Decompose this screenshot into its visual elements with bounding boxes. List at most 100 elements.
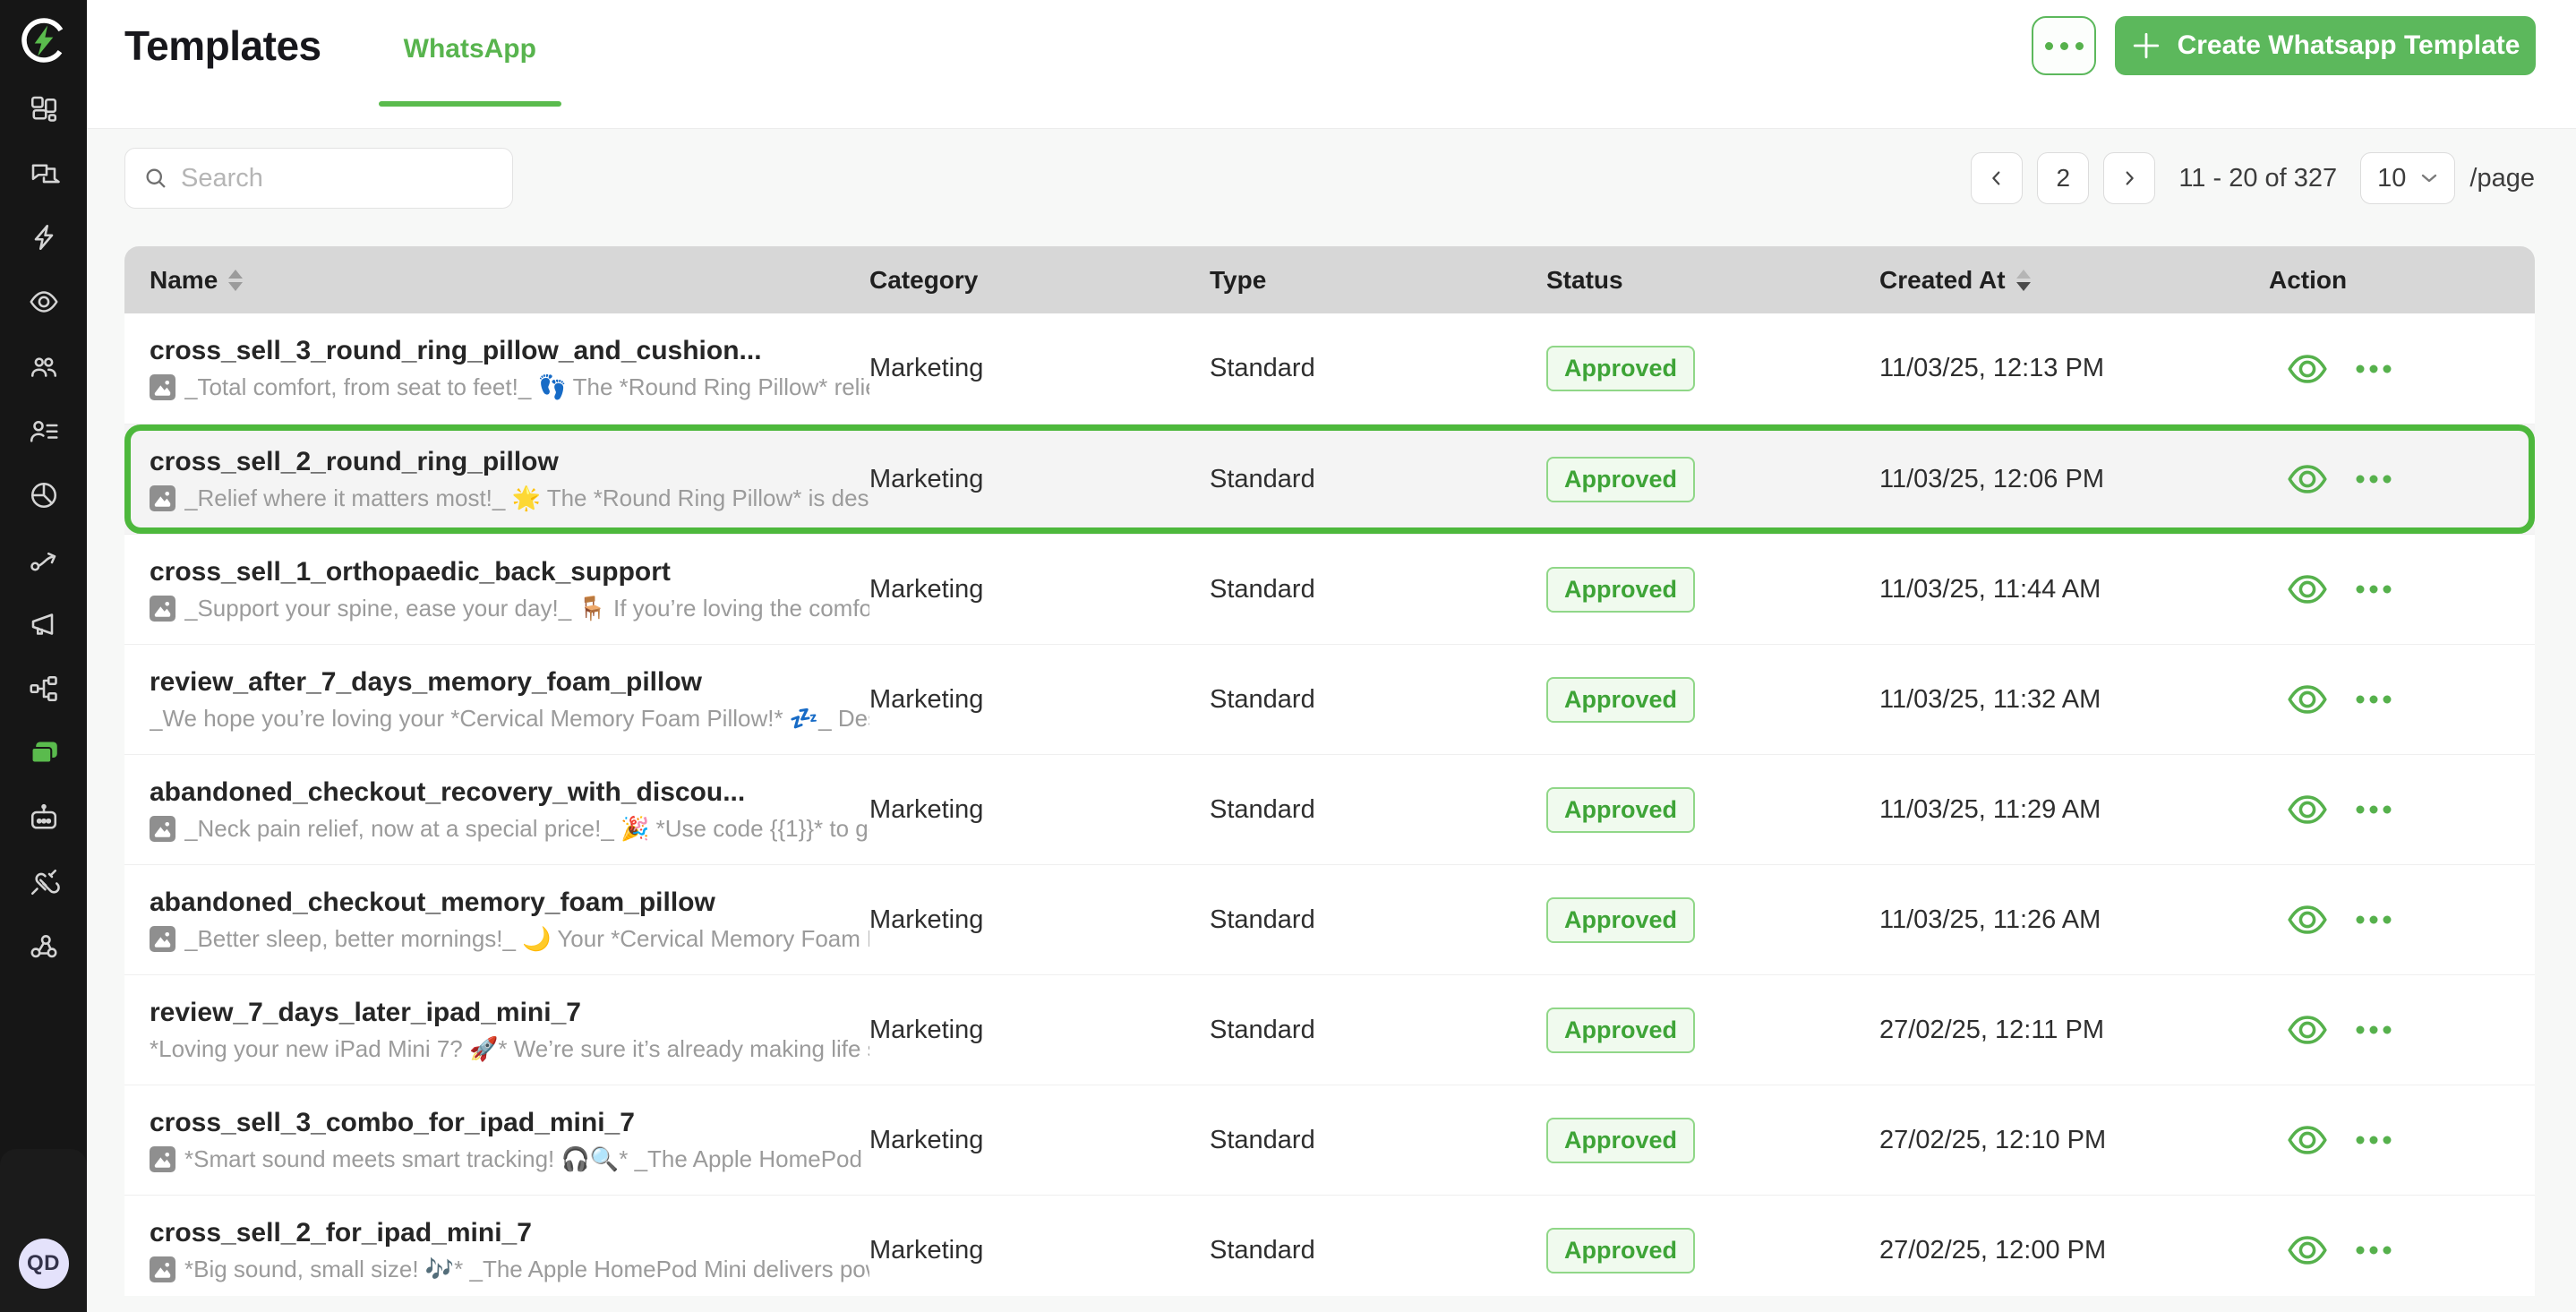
template-preview: _Neck pain relief, now at a special pric… <box>150 815 869 843</box>
eye-icon <box>2288 575 2327 604</box>
table-row[interactable]: cross_sell_1_orthopaedic_back_support _S… <box>124 534 2535 644</box>
pie-chart-icon[interactable] <box>26 478 62 512</box>
quickreply-logo-icon[interactable] <box>14 11 73 70</box>
search-box[interactable] <box>124 148 518 209</box>
row-more-actions-button[interactable] <box>2355 804 2392 815</box>
template-preview-text: *Loving your new iPad Mini 7? 🚀* We’re s… <box>150 1034 869 1062</box>
template-preview-text: _Better sleep, better mornings!_ 🌙 Your … <box>184 924 869 952</box>
lightning-icon[interactable] <box>26 220 62 254</box>
eye-icon <box>2288 1126 2327 1154</box>
contact-list-icon[interactable] <box>26 414 62 448</box>
template-preview: *Big sound, small size! 🎶* _The Apple Ho… <box>150 1256 869 1283</box>
created-at-cell: 11/03/25, 11:44 AM <box>1879 574 2101 604</box>
status-cell: Approved <box>1546 1227 1879 1273</box>
search-input[interactable] <box>181 163 518 193</box>
ellipsis-icon <box>2356 475 2392 484</box>
share-nodes-icon[interactable] <box>26 930 62 964</box>
table-row[interactable]: cross_sell_2_round_ring_pillow _Relief w… <box>124 424 2535 534</box>
plus-icon <box>2133 32 2159 59</box>
action-cell <box>2269 354 2535 384</box>
table-row[interactable]: review_after_7_days_memory_foam_pillow _… <box>124 644 2535 754</box>
table-row[interactable]: abandoned_checkout_memory_foam_pillow _B… <box>124 864 2535 974</box>
template-preview-text: _Support your spine, ease your day!_ 🪑 I… <box>184 594 869 622</box>
per-page-label: /page <box>2469 163 2535 193</box>
status-cell: Approved <box>1546 786 1879 833</box>
eye-icon <box>2288 354 2327 383</box>
type-cell: Standard <box>1210 464 1315 493</box>
pagination: 2 11 - 20 of 327 10 /page <box>1971 152 2535 204</box>
sort-icon-active-desc <box>2015 269 2031 291</box>
row-more-actions-button[interactable] <box>2355 914 2392 925</box>
status-badge: Approved <box>1546 1227 1696 1273</box>
view-template-button[interactable] <box>2287 794 2328 825</box>
create-whatsapp-template-button[interactable]: Create Whatsapp Template <box>2115 16 2536 75</box>
ellipsis-icon <box>2044 41 2053 50</box>
view-template-button[interactable] <box>2287 464 2328 494</box>
sitemap-icon[interactable] <box>26 672 62 706</box>
next-page-button[interactable] <box>2103 152 2156 204</box>
chat-bubbles-icon[interactable] <box>26 156 62 190</box>
table-row[interactable]: cross_sell_3_combo_for_ipad_mini_7 *Smar… <box>124 1085 2535 1195</box>
status-cell: Approved <box>1546 896 1879 943</box>
row-more-actions-button[interactable] <box>2355 1135 2392 1145</box>
name-cell: review_7_days_later_ipad_mini_7 *Loving … <box>124 998 869 1063</box>
row-more-actions-button[interactable] <box>2355 584 2392 595</box>
name-cell: cross_sell_2_for_ipad_mini_7 *Big sound,… <box>124 1218 869 1283</box>
ellipsis-icon <box>2356 364 2392 373</box>
plug-icon[interactable] <box>26 865 62 899</box>
row-more-actions-button[interactable] <box>2355 1245 2392 1256</box>
toolbar: 2 11 - 20 of 327 10 /page <box>124 148 2535 209</box>
user-avatar[interactable]: QD <box>18 1239 69 1289</box>
status-badge: Approved <box>1546 896 1696 943</box>
route-arrow-icon[interactable] <box>26 543 62 577</box>
template-name: cross_sell_2_round_ring_pillow <box>150 446 559 476</box>
view-template-button[interactable] <box>2287 1125 2328 1155</box>
table-row[interactable]: cross_sell_2_for_ipad_mini_7 *Big sound,… <box>124 1195 2535 1305</box>
row-more-actions-button[interactable] <box>2355 1025 2392 1035</box>
row-more-actions-button[interactable] <box>2355 364 2392 374</box>
table-row[interactable]: cross_sell_3_round_ring_pillow_and_cushi… <box>124 313 2535 424</box>
view-template-button[interactable] <box>2287 574 2328 605</box>
sidebar-nav <box>26 91 62 964</box>
template-preview: _Better sleep, better mornings!_ 🌙 Your … <box>150 925 869 953</box>
status-cell: Approved <box>1546 456 1879 502</box>
view-template-button[interactable] <box>2287 1235 2328 1265</box>
row-more-actions-button[interactable] <box>2355 694 2392 705</box>
chevron-left-icon <box>1992 171 2000 185</box>
tab-whatsapp[interactable]: WhatsApp <box>378 0 561 129</box>
view-template-button[interactable] <box>2287 354 2328 384</box>
eye-icon <box>2288 1016 2327 1044</box>
chevron-right-icon <box>2126 171 2135 185</box>
view-template-button[interactable] <box>2287 684 2328 715</box>
users-group-icon[interactable] <box>26 349 62 383</box>
category-cell: Marketing <box>869 1235 984 1265</box>
dashboard-icon[interactable] <box>26 91 62 125</box>
column-header-action: Action <box>2269 265 2348 294</box>
category-cell: Marketing <box>869 794 984 824</box>
name-cell: review_after_7_days_memory_foam_pillow _… <box>124 667 869 733</box>
templates-folder-icon[interactable] <box>26 736 62 770</box>
prev-page-button[interactable] <box>1971 152 2024 204</box>
table-row[interactable]: review_7_days_later_ipad_mini_7 *Loving … <box>124 974 2535 1085</box>
current-page-button[interactable]: 2 <box>2037 152 2090 204</box>
column-header-created-at[interactable]: Created At <box>1879 266 2269 295</box>
robot-icon[interactable] <box>26 801 62 835</box>
template-preview: _Support your spine, ease your day!_ 🪑 I… <box>150 595 869 622</box>
status-cell: Approved <box>1546 566 1879 613</box>
table-row[interactable]: abandoned_checkout_recovery_with_discou.… <box>124 754 2535 864</box>
category-cell: Marketing <box>869 905 984 934</box>
eye-icon[interactable] <box>26 285 62 319</box>
media-thumbnail-icon <box>150 595 175 622</box>
more-options-button[interactable] <box>2032 16 2096 75</box>
chevron-down-icon <box>2422 174 2437 183</box>
view-template-button[interactable] <box>2287 1015 2328 1045</box>
tab-active-underline <box>378 101 561 107</box>
row-more-actions-button[interactable] <box>2355 474 2392 484</box>
sort-icon <box>228 269 244 291</box>
page-size-select[interactable]: 10 <box>2360 152 2456 204</box>
action-cell <box>2269 905 2535 935</box>
column-header-name[interactable]: Name <box>124 266 869 295</box>
megaphone-icon[interactable] <box>26 607 62 641</box>
view-template-button[interactable] <box>2287 905 2328 935</box>
column-header-type: Type <box>1210 265 1267 294</box>
